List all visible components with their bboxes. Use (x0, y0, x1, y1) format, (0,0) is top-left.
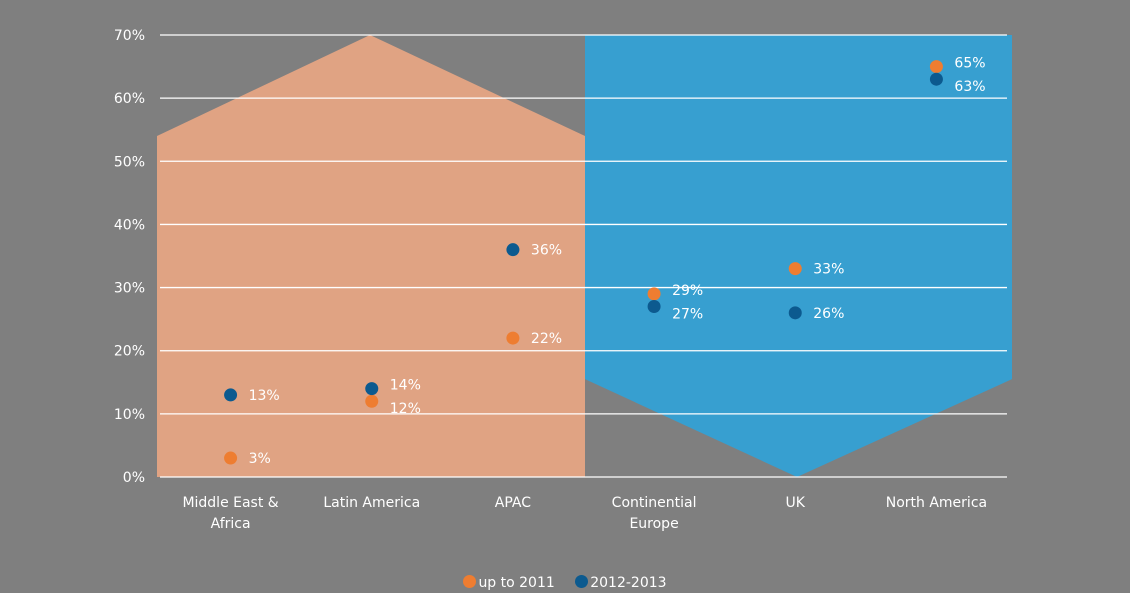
x-category-label: APAC (495, 495, 531, 511)
x-category-label: Continential Europe (612, 495, 697, 532)
data-point (365, 394, 379, 408)
legend-swatch-series-2 (575, 575, 589, 588)
data-label: 22% (531, 331, 562, 347)
background-up-arrow (157, 35, 585, 477)
data-label: 12% (390, 401, 421, 417)
x-category-label: Latin America (323, 495, 420, 511)
data-label: 33% (813, 262, 844, 278)
data-label: 63% (954, 79, 985, 95)
data-point (788, 306, 802, 320)
gridlines (160, 34, 1007, 478)
data-point (224, 451, 238, 465)
data-point (224, 388, 238, 402)
data-point (365, 382, 379, 396)
y-tick-label: 30% (114, 281, 145, 297)
data-label: 13% (249, 388, 280, 404)
background-shapes (157, 35, 1012, 477)
y-tick-label: 70% (114, 28, 145, 44)
legend-label-series-1: up to 2011 (478, 575, 555, 591)
data-point (506, 331, 520, 345)
background-down-arrow (585, 35, 1012, 477)
data-point (929, 60, 943, 74)
y-tick-label: 50% (114, 154, 145, 170)
data-point (788, 262, 802, 276)
x-category-label: North America (886, 495, 987, 511)
data-point (506, 243, 520, 257)
x-category-label: Middle East & Africa (182, 495, 278, 532)
legend-label-series-2: 2012-2013 (590, 575, 667, 591)
x-category-label: UK (786, 495, 806, 511)
y-tick-label: 10% (114, 407, 145, 423)
data-label: 14% (390, 378, 421, 394)
data-label: 3% (249, 451, 271, 467)
x-axis-categories: Middle East & Africa Latin America APAC Cont… (182, 495, 987, 532)
y-tick-label: 60% (114, 91, 145, 107)
data-point (929, 72, 943, 86)
legend-swatch-series-1 (463, 575, 477, 588)
data-label: 26% (813, 306, 844, 322)
data-points (224, 60, 943, 465)
y-tick-label: 20% (114, 344, 145, 360)
y-tick-label: 40% (114, 217, 145, 233)
data-label: 36% (531, 243, 562, 259)
data-labels: 3% 12% 22% 29% 33% 65% 13% 14% 36% 27% 26% 63% (249, 56, 986, 467)
legend-item-series-1: up to 2011 (463, 573, 555, 593)
data-point (647, 287, 661, 301)
y-tick-label: 0% (123, 470, 145, 486)
y-axis-ticks: 0% 10% 20% 30% 40% 50% 60% 70% (114, 28, 145, 486)
legend-item-series-2: 2012-2013 (575, 573, 667, 593)
legend: up to 2011 2012-2013 (0, 573, 1130, 593)
data-label: 29% (672, 283, 703, 299)
data-point (647, 300, 661, 314)
data-label: 65% (954, 56, 985, 72)
data-label: 27% (672, 307, 703, 323)
